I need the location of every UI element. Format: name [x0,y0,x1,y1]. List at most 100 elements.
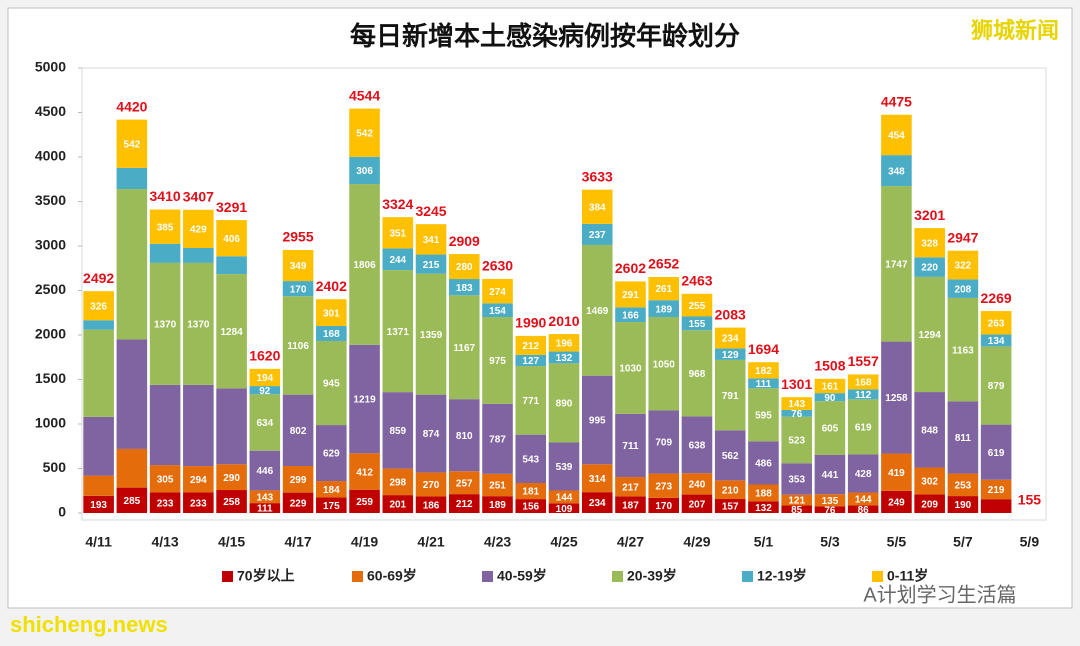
segment-label: 562 [722,451,739,462]
x-tick-label: 5/9 [1020,534,1040,550]
bar-segment [316,340,347,426]
y-tick-label: 500 [43,459,67,475]
bar-segment [249,490,281,504]
segment-label: 112 [855,390,872,401]
segment-label: 220 [921,263,938,274]
segment-label: 968 [689,369,706,380]
footer-site: shicheng.news [10,612,168,637]
segment-label: 429 [190,225,207,236]
segment-label: 194 [256,373,273,384]
y-tick-label: 2500 [35,281,66,297]
bar-segment [183,384,214,467]
segment-label: 1219 [353,395,376,406]
bar-segment [415,394,447,473]
segment-label: 1806 [353,260,376,271]
chart-title: 每日新增本土感染病例按年龄划分 [350,21,740,51]
bar-segment [615,477,646,497]
segment-label: 170 [290,284,307,295]
total-label: 2083 [715,306,746,322]
segment-label: 406 [223,234,240,245]
total-label: 1620 [249,348,280,364]
segment-label: 261 [655,284,672,295]
total-label: 3201 [914,207,945,223]
bar-segment [282,296,314,395]
bar-segment [814,494,846,507]
segment-label: 212 [522,341,539,352]
segment-label: 446 [256,466,273,477]
bar-segment [748,441,779,485]
bar-segment [581,375,613,465]
total-label: 2463 [681,272,712,288]
y-tick-label: 4000 [35,148,66,164]
segment-label: 168 [855,378,872,389]
y-tick-label: 4500 [35,103,66,119]
bar-segment [980,346,1012,425]
segment-label: 1030 [619,364,642,375]
segment-label: 791 [722,391,739,402]
bar-segment [714,430,746,481]
total-label: 1694 [748,341,779,357]
segment-label: 207 [689,499,706,510]
bar-segment [515,354,547,367]
bar-segment [149,243,181,263]
plot-frame [81,67,1047,521]
bar-segment [548,334,580,352]
bar-segment [83,329,114,417]
segment-label: 314 [589,474,606,485]
segment-label: 251 [489,481,506,492]
bar-segment [847,399,879,455]
y-tick-label: 3500 [35,192,66,208]
segment-label: 542 [124,139,141,150]
total-label: 155 [1018,492,1042,508]
bar-segment [515,366,547,435]
segment-label: 419 [888,468,905,479]
bar-segment [814,454,846,495]
bar-segment [482,496,513,513]
segment-label: 290 [223,473,240,484]
segment-label: 299 [290,475,307,486]
segment-label: 168 [323,329,340,340]
segment-label: 187 [622,500,639,511]
segment-label: 294 [190,475,207,486]
bar-segment [615,496,646,513]
segment-label: 787 [489,434,506,445]
segment-label: 619 [988,448,1005,459]
segment-label: 995 [589,416,606,427]
segment-label: 874 [423,429,440,440]
bar-segment [282,281,314,297]
legend-swatch [482,571,493,582]
bar-segment [415,496,447,513]
bar-segment [183,247,214,263]
bar-segment [382,495,414,513]
legend-label: 40-59岁 [497,568,547,584]
segment-label: 638 [689,440,706,451]
total-label: 4544 [349,87,380,103]
bar-segment [748,362,779,379]
segment-label: 111 [257,504,273,515]
bar-segment [881,186,912,342]
segment-label: 273 [655,481,672,492]
segment-label: 1359 [420,330,443,341]
bar-segment [847,492,879,506]
y-tick-label: 0 [58,504,66,520]
segment-label: 454 [888,131,905,142]
bar-segment [748,501,779,513]
segment-label: 210 [722,485,739,496]
segment-label: 189 [489,500,506,511]
segment-label: 186 [423,500,440,511]
bar-segment [881,453,912,491]
segment-label: 193 [90,500,107,511]
x-tick-label: 4/19 [351,534,378,550]
total-label: 2652 [648,256,679,272]
bar-segment [615,322,646,414]
bar-segment [116,167,148,190]
bar-segment [116,189,148,340]
segment-label: 259 [356,497,373,508]
segment-label: 280 [456,262,473,273]
bar-segment [881,490,912,513]
total-label: 3410 [150,188,181,204]
segment-label: 215 [423,260,440,271]
bar-segment [881,341,912,454]
x-tick-label: 4/17 [284,534,311,550]
